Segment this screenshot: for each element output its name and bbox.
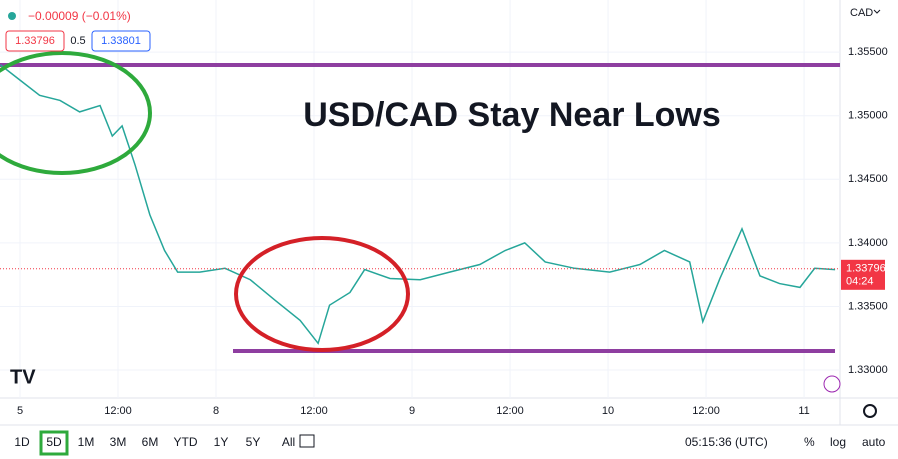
y-tick-label: 1.33000 bbox=[848, 364, 888, 376]
toolbar: 1D 5D 1M 3M 6M YTD 1Y 5Y All 05:15:36 (UTC)% log au… bbox=[14, 430, 886, 456]
range-button[interactable]: All bbox=[282, 435, 295, 449]
x-tick-label: 12:00 bbox=[692, 405, 720, 417]
axis-option[interactable]: % bbox=[804, 435, 815, 449]
ask-box[interactable] bbox=[91, 30, 151, 52]
axis-option[interactable]: auto bbox=[862, 435, 886, 449]
bid[interactable]: 1.33796 bbox=[15, 35, 55, 47]
x-tick-label: 12:00 bbox=[496, 405, 524, 417]
compare-icon[interactable] bbox=[299, 434, 315, 448]
tv-logo: TV bbox=[10, 366, 36, 388]
bid-box[interactable] bbox=[5, 30, 65, 52]
x-tick-label: 9 bbox=[409, 405, 415, 417]
x-tick-label: 10 bbox=[602, 405, 614, 417]
chart-title: USD/CAD Stay Near Lows bbox=[303, 96, 721, 134]
status-dot bbox=[8, 12, 16, 20]
spread: 0.5 bbox=[70, 35, 85, 47]
currency-caret[interactable] bbox=[873, 9, 881, 14]
clock: 05:15:36 (UTC) bbox=[685, 435, 768, 449]
active-range-box bbox=[39, 430, 69, 456]
y-tick-label: 1.35500 bbox=[848, 46, 888, 58]
last-price-box bbox=[841, 259, 885, 290]
last-price-label: 1.33796 bbox=[846, 263, 886, 275]
plot bbox=[0, 64, 840, 345]
axis-option[interactable]: log bbox=[830, 435, 846, 449]
y-tick-label: 1.35000 bbox=[848, 110, 888, 122]
range-button[interactable]: YTD bbox=[174, 435, 198, 449]
ask[interactable]: 1.33801 bbox=[101, 35, 141, 47]
y-tick-label: 1.34000 bbox=[848, 237, 888, 249]
y-tick-label: 1.33500 bbox=[848, 300, 888, 312]
price-line bbox=[0, 64, 836, 345]
range-button[interactable]: 1D bbox=[14, 435, 30, 449]
currency[interactable]: CAD bbox=[850, 7, 873, 19]
range-button[interactable]: 1M bbox=[78, 435, 95, 449]
event-icon[interactable] bbox=[823, 375, 841, 393]
range-button[interactable]: 6M bbox=[142, 435, 159, 449]
x-tick-label: 5 bbox=[17, 405, 23, 417]
red-circle bbox=[234, 236, 410, 352]
green-circle bbox=[0, 51, 152, 175]
x-tick-label: 12:00 bbox=[104, 405, 132, 417]
range-button[interactable]: 1Y bbox=[214, 435, 229, 449]
x-tick-label: 11 bbox=[798, 405, 809, 417]
settings-icon[interactable] bbox=[863, 404, 877, 418]
countdown: 04:24 bbox=[846, 276, 874, 288]
range-button[interactable]: 5Y bbox=[246, 435, 261, 449]
change: −0.00009 (−0.01%) bbox=[28, 9, 131, 23]
range-button[interactable]: 5D bbox=[46, 435, 62, 449]
range-button[interactable]: 3M bbox=[110, 435, 127, 449]
x-tick-label: 12:00 bbox=[300, 405, 328, 417]
x-tick-label: 8 bbox=[213, 405, 219, 417]
y-tick-label: 1.34500 bbox=[848, 173, 888, 185]
